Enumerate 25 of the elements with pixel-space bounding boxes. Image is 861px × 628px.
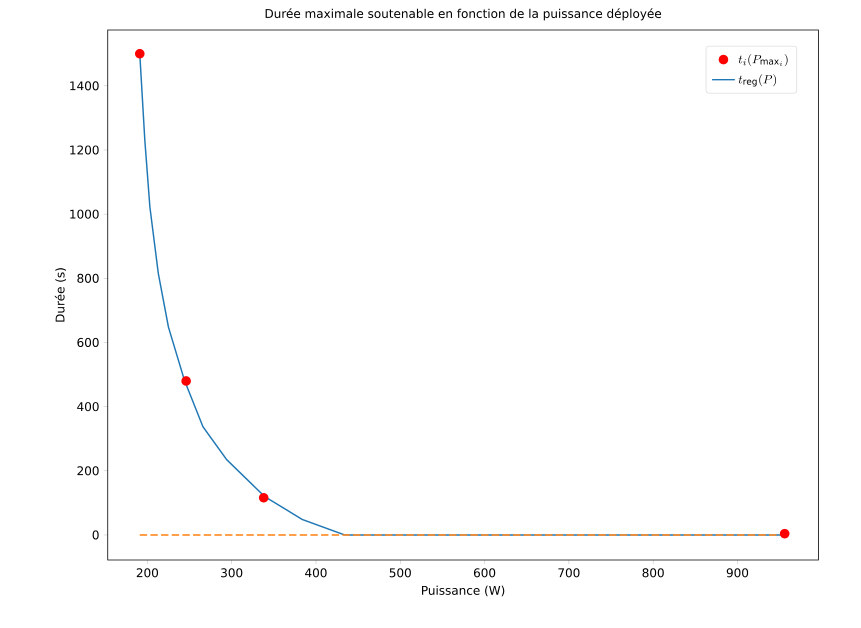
y-tick-label: 800	[77, 274, 99, 283]
x-tick-label: 300	[221, 568, 242, 578]
y-tick-label: 0	[92, 530, 99, 540]
x-tick-label: 500	[390, 568, 411, 578]
y-tick-label: 400	[77, 402, 99, 412]
x-tick-label: 400	[305, 568, 327, 578]
x-tick-label: 900	[726, 568, 748, 578]
x-tick-label: 600	[474, 568, 496, 578]
point	[134, 48, 145, 59]
x-tick-label: 800	[642, 568, 664, 578]
legend-label: $t_i(P_{\mathrm{max}_i})$	[738, 54, 788, 66]
chart-title: Durée maximale soutenable en fonction de la puissance déployée	[266, 8, 662, 20]
y-tick-label: 1000	[70, 210, 99, 219]
point	[780, 528, 790, 538]
point	[181, 376, 191, 386]
y-axis-title: Durée (s)	[54, 268, 66, 322]
y-tick-label: 1200	[70, 145, 99, 155]
x-tick-label: 200	[136, 568, 158, 578]
y-tick-label: 200	[77, 466, 99, 476]
y-tick-label: 600	[77, 338, 99, 348]
y-tick-label: 1400	[70, 81, 99, 90]
legend-label: $t_{\mathrm{reg}}(P)$	[738, 74, 776, 86]
x-axis-title: Puissance (W)	[422, 586, 504, 596]
x-tick-label: 700	[558, 568, 580, 578]
point	[258, 492, 268, 503]
